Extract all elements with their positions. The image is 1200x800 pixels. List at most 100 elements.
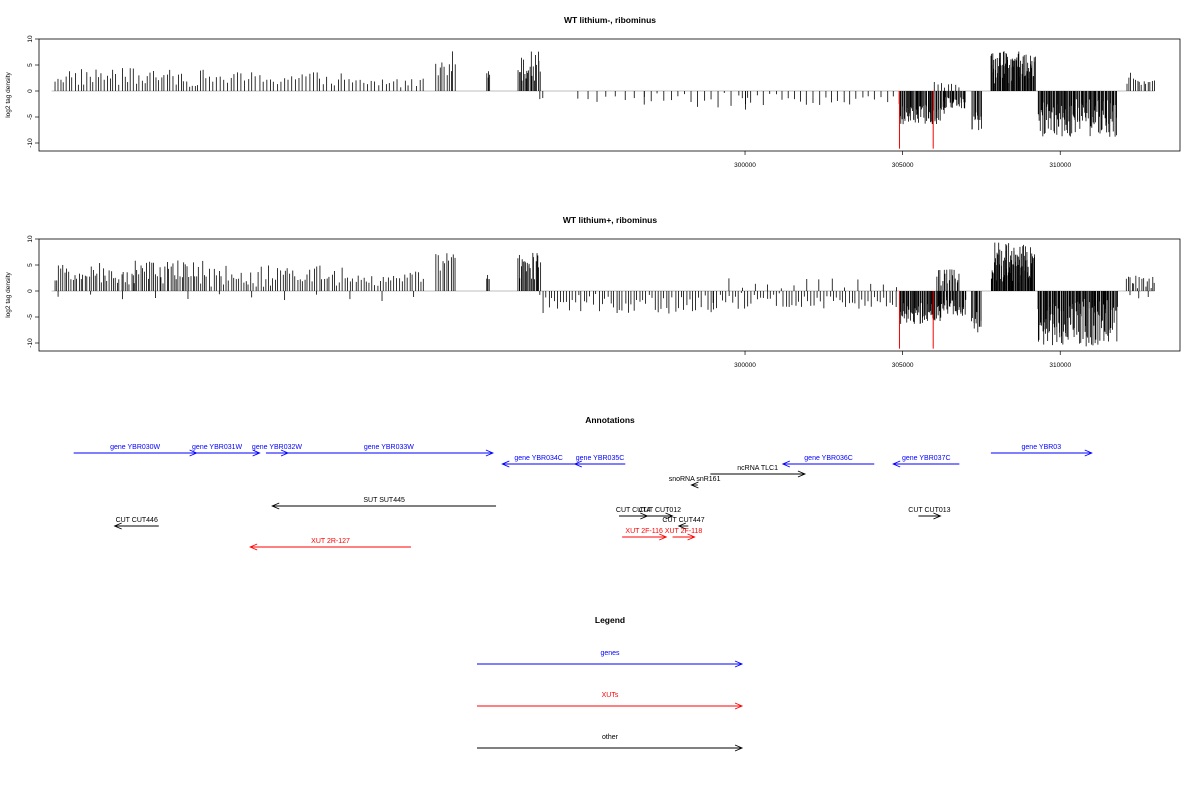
arrow-left-icon — [271, 502, 280, 510]
annotation-item: XUT 2F-118 — [665, 528, 703, 541]
annotation-label: XUT 2R-127 — [311, 538, 350, 545]
arrow-right-icon — [659, 533, 668, 541]
y-tick-label: -5 — [27, 314, 34, 320]
annotation-label: CUT CUT012 — [639, 507, 681, 514]
annotation-item: gene YBR030W — [73, 444, 198, 457]
y-tick-label: 5 — [27, 63, 34, 67]
annotation-item: gene YBR034C — [501, 455, 575, 468]
legend-title: Legend — [595, 615, 625, 625]
legend-item: XUTs — [477, 692, 744, 710]
track-panel-lithium-plus: WT lithium+, ribominus log2 tag density … — [5, 215, 1181, 369]
y-axis: -10 -5 0 5 10 — [27, 235, 39, 348]
bar-series — [51, 242, 1155, 349]
annotation-label: CUT CUT4 — [616, 507, 651, 514]
bar-series — [51, 51, 1155, 149]
arrow-left-icon — [113, 522, 122, 530]
x-tick-label: 305000 — [892, 162, 914, 169]
annotation-label: gene YBR030W — [110, 444, 160, 451]
y-tick-label: -5 — [27, 114, 34, 120]
arrow-left-icon — [892, 460, 901, 468]
annotation-item: gene YBR03 — [990, 444, 1093, 457]
annotation-label: CUT CUT447 — [662, 517, 704, 524]
x-tick-label: 310000 — [1049, 162, 1071, 169]
y-tick-label: 10 — [27, 35, 34, 43]
y-tick-label: 0 — [27, 289, 34, 293]
annotation-item: CUT CUT013 — [908, 507, 951, 520]
annotation-list: gene YBR030W gene YBR031W gene YBR032W gene… — [73, 444, 1093, 551]
annotation-label: snoRNA snR161 — [669, 476, 721, 483]
annotation-label: gene YBR036C — [804, 455, 853, 462]
annotation-label: CUT CUT013 — [908, 507, 950, 514]
annotation-label: gene YBR035C — [576, 455, 625, 462]
y-tick-label: -10 — [27, 138, 34, 148]
annotation-item: CUT CUT447 — [662, 517, 705, 530]
arrow-right-icon — [665, 512, 674, 520]
annotation-item: gene YBR032W — [252, 444, 302, 457]
legend-list: genes XUTs other — [477, 650, 744, 752]
x-tick-label: 300000 — [734, 162, 756, 169]
annotation-item: gene YBR033W — [284, 444, 495, 457]
arrow-right-icon — [933, 512, 942, 520]
plot-frame — [38, 38, 1181, 152]
legend-label: genes — [600, 650, 620, 657]
plot-frame — [38, 238, 1181, 352]
annotation-label: gene YBR032W — [252, 444, 302, 451]
legend-item: other — [477, 734, 744, 752]
x-axis: 300000 305000 310000 — [734, 151, 1071, 169]
x-tick-label: 305000 — [892, 362, 914, 369]
arrow-right-icon — [687, 533, 696, 541]
annotation-label: gene YBR031W — [192, 444, 242, 451]
annotations-title: Annotations — [585, 415, 635, 425]
annotation-item: CUT CUT446 — [113, 517, 159, 530]
annotation-item: SUT SUT445 — [271, 497, 497, 510]
legend: Legend genes XUTs other — [477, 615, 744, 752]
legend-item: genes — [477, 650, 744, 668]
arrow-right-icon — [797, 470, 807, 478]
x-tick-label: 310000 — [1049, 362, 1071, 369]
x-axis: 300000 305000 310000 — [734, 351, 1071, 369]
annotation-item: gene YBR037C — [892, 455, 960, 468]
annotation-label: ncRNA TLC1 — [737, 465, 778, 472]
x-tick-label: 300000 — [734, 362, 756, 369]
annotation-item: snoRNA snR161 — [669, 476, 721, 489]
arrow-left-icon — [501, 460, 510, 468]
y-tick-label: 5 — [27, 263, 34, 267]
legend-label: other — [602, 734, 619, 741]
annotation-item: XUT 2F-116 — [622, 528, 668, 541]
arrow-left-icon — [677, 522, 687, 530]
arrow-right-icon — [734, 744, 744, 752]
arrow-right-icon — [485, 449, 495, 457]
annotation-item: CUT CUT012 — [639, 507, 681, 520]
annotation-item: gene YBR031W — [174, 444, 261, 457]
annotation-label: SUT SUT445 — [363, 497, 405, 504]
y-axis: -10 -5 0 5 10 — [27, 35, 39, 148]
y-tick-label: 0 — [27, 89, 34, 93]
arrow-right-icon — [1084, 449, 1093, 457]
panel-title: WT lithium+, ribominus — [563, 215, 657, 225]
annotation-item: ncRNA TLC1 — [710, 465, 807, 478]
legend-label: XUTs — [602, 692, 619, 699]
annotation-item: XUT 2R-127 — [249, 538, 411, 551]
y-axis-label: log2 tag density — [5, 271, 12, 317]
y-tick-label: -10 — [27, 338, 34, 348]
y-tick-label: 10 — [27, 235, 34, 243]
arrow-left-icon — [690, 481, 699, 489]
annotation-label: XUT 2F-116 — [625, 528, 663, 535]
arrow-left-icon — [781, 460, 791, 468]
annotation-item: gene YBR036C — [781, 455, 875, 468]
annotation-label: gene YBR037C — [902, 455, 951, 462]
annotation-label: gene YBR034C — [514, 455, 563, 462]
arrow-right-icon — [734, 660, 744, 668]
annotation-label: gene YBR03 — [1022, 444, 1062, 451]
annotation-label: CUT CUT446 — [116, 517, 158, 524]
annotation-label: gene YBR033W — [364, 444, 414, 451]
arrow-left-icon — [249, 543, 258, 551]
arrow-right-icon — [734, 702, 744, 710]
annotation-label: XUT 2F-118 — [665, 528, 703, 535]
arrow-right-icon — [252, 449, 261, 457]
track-panel-lithium-minus: WT lithium-, ribominus log2 tag density … — [5, 15, 1181, 169]
panel-title: WT lithium-, ribominus — [564, 15, 656, 25]
y-axis-label: log2 tag density — [5, 71, 12, 117]
annotations-panel: Annotations gene YBR030W gene YBR031W gene… — [73, 415, 1093, 551]
